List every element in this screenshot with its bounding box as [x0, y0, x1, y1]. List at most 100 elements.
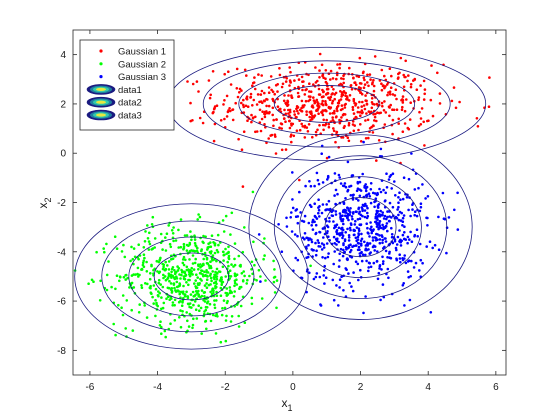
data-point	[191, 290, 195, 294]
data-point	[268, 110, 271, 114]
data-point	[293, 110, 296, 113]
data-point	[333, 194, 336, 197]
data-point	[360, 206, 364, 209]
data-point	[227, 109, 230, 112]
data-point	[284, 101, 287, 105]
data-point	[250, 268, 253, 271]
data-point	[336, 109, 339, 113]
data-point	[406, 79, 409, 83]
data-point	[431, 246, 435, 250]
data-point	[418, 269, 421, 272]
data-point	[242, 98, 245, 102]
data-point	[327, 199, 331, 203]
data-point	[438, 92, 442, 95]
data-point	[399, 238, 402, 242]
data-point	[98, 299, 102, 302]
data-point	[198, 215, 202, 219]
data-point	[400, 108, 404, 112]
data-point	[322, 90, 325, 94]
data-point	[211, 70, 215, 73]
data-point	[175, 280, 179, 284]
data-point	[368, 73, 372, 76]
data-point	[410, 152, 413, 155]
data-point	[340, 104, 344, 107]
data-point	[318, 275, 322, 279]
x-axis-label-sub: 1	[287, 403, 292, 413]
data-point	[356, 241, 360, 245]
data-point	[154, 299, 157, 302]
data-point	[356, 235, 360, 239]
data-point	[187, 278, 190, 282]
data-point	[408, 118, 412, 121]
data-point	[352, 76, 355, 80]
data-point	[170, 297, 173, 300]
data-point	[278, 126, 281, 130]
data-point	[140, 286, 144, 290]
data-point	[402, 85, 406, 89]
data-point	[212, 107, 216, 111]
data-point	[314, 66, 317, 69]
data-point	[338, 66, 341, 70]
data-point	[376, 277, 380, 281]
data-point	[365, 103, 369, 106]
data-point	[194, 244, 198, 248]
data-point	[340, 116, 343, 119]
data-point	[202, 234, 205, 238]
data-point	[413, 213, 417, 217]
data-point	[375, 260, 379, 263]
data-point	[348, 250, 352, 254]
data-point	[346, 216, 349, 220]
data-point	[365, 195, 369, 198]
contour-data3	[273, 155, 448, 300]
data-point	[399, 198, 402, 201]
data-point	[237, 325, 241, 328]
data-point	[190, 306, 193, 309]
data-point	[156, 304, 159, 308]
data-point	[269, 134, 273, 137]
data-point	[331, 116, 335, 119]
data-point	[367, 136, 370, 140]
data-point	[115, 274, 119, 278]
data-point	[402, 73, 406, 77]
data-point	[226, 260, 229, 264]
data-point	[300, 99, 304, 103]
data-point	[192, 317, 195, 321]
data-point	[296, 258, 300, 262]
data-point	[220, 313, 224, 317]
data-point	[179, 218, 183, 221]
data-point	[264, 279, 267, 282]
data-point	[369, 251, 373, 254]
data-point	[205, 327, 208, 331]
data-point	[406, 235, 410, 239]
data-point	[92, 280, 95, 284]
data-point	[212, 281, 216, 285]
data-point	[322, 274, 326, 277]
data-point	[211, 254, 215, 257]
data-point	[387, 105, 391, 108]
data-point	[213, 306, 217, 310]
contour-data3	[248, 134, 473, 320]
data-point	[197, 264, 200, 268]
data-point	[311, 228, 315, 231]
data-point	[197, 90, 200, 93]
data-point	[325, 203, 329, 206]
data-point	[209, 241, 212, 244]
data-point	[204, 235, 207, 238]
data-point	[269, 75, 273, 78]
data-point	[316, 109, 319, 112]
data-point	[380, 213, 384, 217]
data-point	[87, 282, 90, 286]
data-point	[334, 210, 338, 213]
data-point	[239, 304, 243, 308]
data-point	[309, 184, 313, 188]
data-point	[274, 152, 278, 155]
data-point	[383, 123, 387, 126]
contour-data2	[128, 236, 255, 317]
data-point	[213, 273, 216, 277]
data-point	[185, 234, 189, 237]
data-point	[296, 106, 300, 109]
data-point	[202, 241, 205, 245]
data-point	[355, 210, 358, 214]
data-point	[416, 235, 420, 238]
data-point	[142, 246, 146, 249]
